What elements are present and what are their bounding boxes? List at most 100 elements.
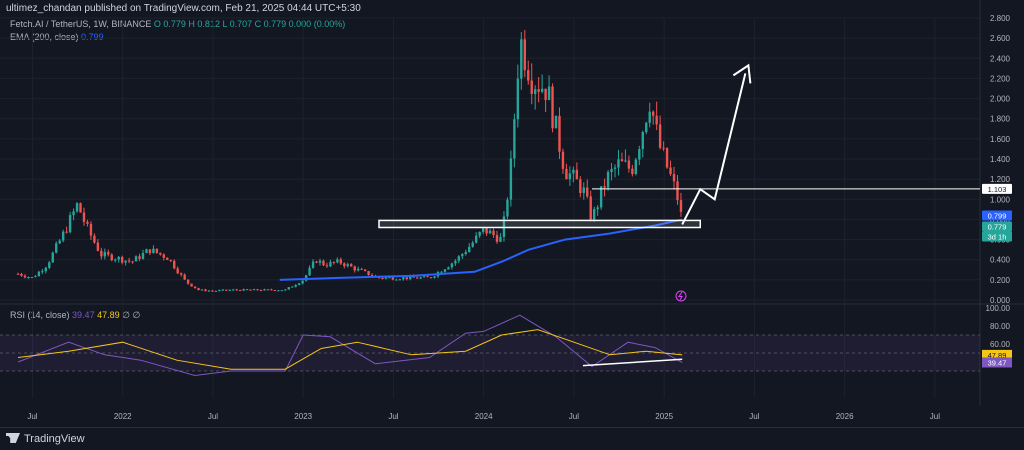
price-tick-label: 0.400 <box>990 256 1011 265</box>
ema-legend[interactable]: EMA (200, close) 0.799 <box>10 32 104 42</box>
candle-body <box>152 248 155 254</box>
candle-body <box>110 254 113 261</box>
candle-body <box>624 160 627 162</box>
candle-body <box>263 289 266 291</box>
price-label-box <box>982 221 1012 232</box>
candle-body <box>16 273 20 275</box>
candle-body <box>395 279 398 281</box>
candle-body <box>433 276 436 278</box>
footer-bar: TradingView <box>0 427 1024 450</box>
candle-body <box>360 268 363 270</box>
rsi-ma-line <box>17 329 683 370</box>
candle-body <box>478 231 481 236</box>
price-axis: 2.800 2.600 2.400 2.200 2.000 1.800 1.600 1.400… <box>982 14 1012 368</box>
candle-body <box>346 264 349 267</box>
rsi-value-box <box>982 357 1012 368</box>
candle-body <box>454 260 457 264</box>
rsi-extra: ∅ ∅ <box>122 310 141 320</box>
candle-body <box>162 254 166 258</box>
candle-body <box>492 230 495 236</box>
candle-body <box>211 290 214 292</box>
candle-body <box>103 252 107 257</box>
candle-body <box>513 119 516 159</box>
candle-body <box>221 289 225 291</box>
time-tick-label: 2026 <box>836 412 854 421</box>
candle-body <box>381 277 384 279</box>
candle-body <box>367 270 370 276</box>
lightning-event-icon[interactable] <box>675 290 687 302</box>
candle-body <box>447 267 450 270</box>
candle-body <box>523 39 526 71</box>
candle-body <box>214 290 218 292</box>
ohlc-values: O 0.779 H 0.812 L 0.707 C 0.779 0.000 (0… <box>153 19 346 29</box>
tradingview-logo[interactable]: TradingView <box>6 433 85 445</box>
candle-body <box>318 260 322 263</box>
candle-body <box>93 235 96 243</box>
time-axis: Jul 2022 Jul 2023 Jul 2024 Jul 2025 Jul 2026 Jul <box>27 412 940 421</box>
rsi-line <box>17 314 683 377</box>
ema-label: EMA (200, close) <box>10 32 79 42</box>
candle-body <box>37 271 41 277</box>
time-tick-label: Jul <box>930 412 940 421</box>
price-label-last: 0.779 <box>988 223 1007 232</box>
candle-body <box>350 264 353 267</box>
candle-body <box>44 267 48 272</box>
candle-body <box>468 246 471 253</box>
candle-body <box>370 275 374 277</box>
price-tick-label: 0.000 <box>990 296 1011 305</box>
candle-body <box>218 290 221 292</box>
candle-body <box>499 236 502 242</box>
price-tick-label: 2.800 <box>990 14 1011 23</box>
candle-body <box>547 86 551 101</box>
candle-body <box>398 279 402 281</box>
candle-body <box>193 286 197 289</box>
candle-body <box>648 111 651 123</box>
symbol-title[interactable]: Fetch.AI / TetherUS, 1W, BINANCE <box>10 19 152 29</box>
candle-body <box>450 263 454 268</box>
candle-body <box>676 181 679 201</box>
rsi-value-box <box>982 349 1012 360</box>
price-tick-label: 1.000 <box>990 195 1011 204</box>
candle-body <box>610 168 613 173</box>
candle-body <box>55 243 58 253</box>
time-tick-label: Jul <box>27 412 37 421</box>
candle-body <box>353 266 356 271</box>
candle-body <box>207 290 211 292</box>
rsi-tick-label: 100.00 <box>986 304 1011 313</box>
candle-body <box>419 277 422 279</box>
candle-body <box>72 211 75 216</box>
candle-body <box>30 277 34 279</box>
candle-body <box>65 231 68 233</box>
candle-body <box>304 275 308 281</box>
candle-body <box>544 88 547 101</box>
candle-body <box>34 276 37 278</box>
rsi-legend[interactable]: RSI (14, close) 39.47 47.89 ∅ ∅ <box>10 310 140 321</box>
candle-body <box>89 223 93 236</box>
candle-body <box>579 179 582 194</box>
candle-body <box>672 174 676 182</box>
candle-body <box>391 277 395 280</box>
candle-body <box>120 256 124 263</box>
price-tick-label: 1.600 <box>990 135 1011 144</box>
tv-logo-icon <box>6 433 20 443</box>
candle-body <box>117 256 120 260</box>
arrow-head <box>732 63 752 84</box>
candle-body <box>148 249 152 254</box>
candle-body <box>603 186 606 188</box>
candle-body <box>134 256 138 262</box>
candle-body <box>280 290 284 292</box>
candle-body <box>200 289 204 291</box>
price-label-resistance: 1.103 <box>988 185 1007 194</box>
candle-body <box>405 277 408 280</box>
candle-body <box>173 260 176 269</box>
time-tick-label: 2025 <box>655 412 673 421</box>
candle-body <box>343 263 346 267</box>
candle-body <box>297 283 301 285</box>
time-tick-label: 2024 <box>475 412 493 421</box>
candle-body <box>461 254 464 257</box>
ema-200-line <box>279 218 683 281</box>
chart-canvas[interactable]: 2.800 2.600 2.400 2.200 2.000 1.800 1.600 1.400… <box>0 0 1024 427</box>
candle-body <box>627 160 631 169</box>
candle-body <box>440 271 443 273</box>
price-label-box <box>982 183 1012 194</box>
